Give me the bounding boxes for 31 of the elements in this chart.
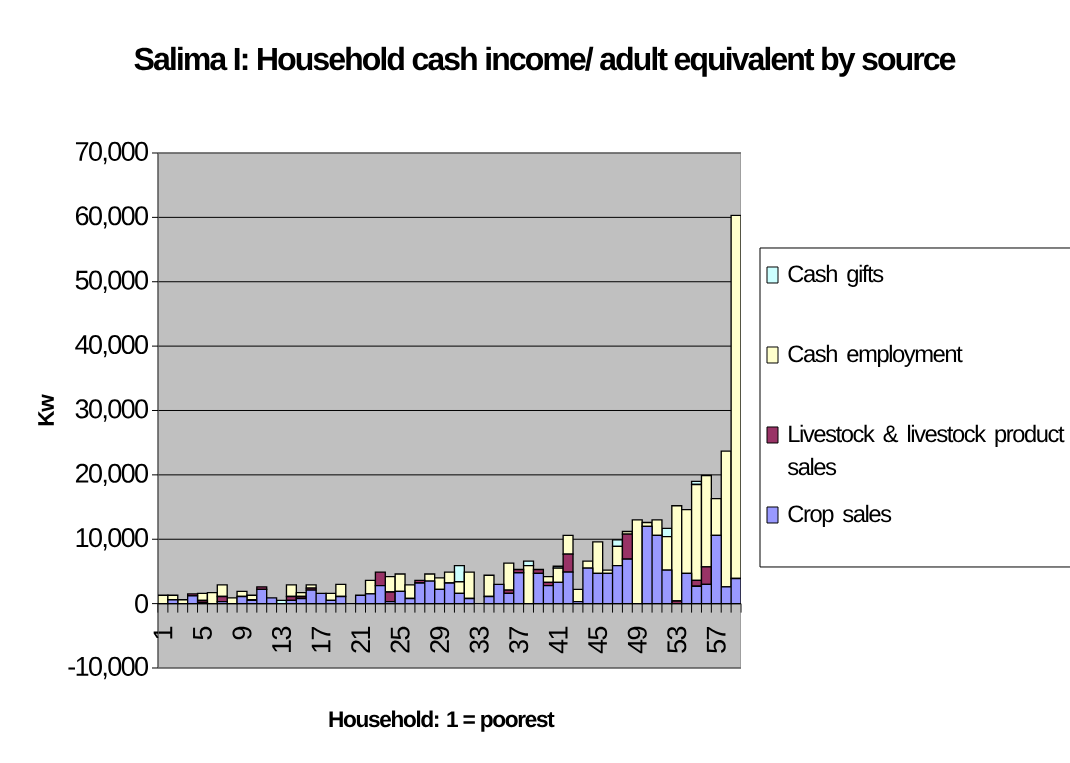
legend-label: Cash gifts <box>788 264 884 287</box>
x-tick-label: 45 <box>588 626 608 654</box>
y-tick-label: -10,000 <box>68 656 149 680</box>
y-tick-label: 0 <box>135 594 149 614</box>
x-tick-label: 25 <box>390 626 410 653</box>
x-tick-label: 57 <box>706 626 726 653</box>
x-tick-label: 5 <box>193 626 212 640</box>
legend-label: Cash employment <box>788 344 963 367</box>
y-tick-label: 10,000 <box>76 528 149 551</box>
x-tick-label: 49 <box>627 626 647 654</box>
x-axis-title: Household: 1 = poorest <box>329 710 555 732</box>
legend-label: Livestock & livestock product sales <box>787 424 1065 476</box>
y-tick-label: 40,000 <box>75 334 149 358</box>
x-tick-label: 9 <box>232 626 252 640</box>
x-tick-label: 53 <box>667 626 687 653</box>
x-tick-label: 21 <box>351 626 370 653</box>
x-tick-label: 1 <box>153 626 173 639</box>
chart-title: Salima I: Household cash income/ adult equivalent by source <box>134 46 956 77</box>
legend-label: Crop sales <box>788 504 892 527</box>
y-tick-label: 70,000 <box>75 141 149 165</box>
x-tick-label: 13 <box>271 626 292 652</box>
y-tick-label: 60,000 <box>75 206 149 229</box>
y-tick-label: 50,000 <box>75 270 149 293</box>
x-tick-label: 33 <box>469 626 489 653</box>
x-tick-label: 41 <box>548 626 568 654</box>
x-tick-label: 29 <box>430 626 450 653</box>
y-tick-label: 20,000 <box>75 463 149 487</box>
y-tick-label: 30,000 <box>75 399 149 422</box>
x-tick-label: 37 <box>509 626 529 653</box>
y-axis-title: Kw <box>38 394 54 426</box>
x-tick-label: 17 <box>311 626 331 652</box>
